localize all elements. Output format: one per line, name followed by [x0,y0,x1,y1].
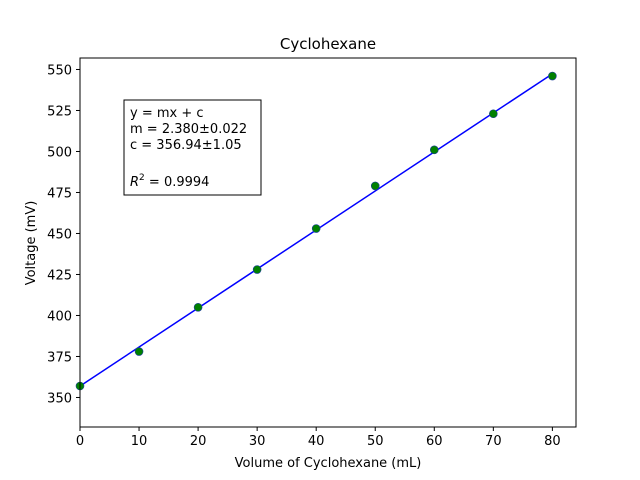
fit-annotation: y = mx + c m = 2.380±0.022 c = 356.94±1.… [123,99,262,196]
data-point [548,71,557,81]
x-tick-label: 20 [190,434,207,449]
data-point [134,347,144,356]
data-point [193,302,203,312]
annotation-box [123,99,262,196]
annotation-intercept: c = 356.94±1.05 [130,138,242,153]
data-point [370,181,380,191]
y-tick-label: 425 [47,268,72,283]
y-tick-label: 500 [47,145,72,160]
data-point [252,265,262,274]
data-point [489,109,498,119]
y-tick-label: 400 [47,309,72,324]
x-tick-label: 40 [308,434,325,449]
y-tick-label: 450 [47,227,72,242]
x-tick-label: 10 [131,434,148,449]
annotation-r-squared: R2 = 0.9994 [130,173,209,190]
x-tick-label: 30 [249,434,266,449]
plot-area [75,71,557,391]
y-tick-label: 350 [47,391,72,406]
y-tick-label: 525 [47,104,72,119]
annotation-equation: y = mx + c [130,106,204,121]
chart-title: Cyclohexane [280,35,376,53]
data-point [311,224,321,233]
x-tick-label: 0 [76,434,84,449]
x-axis-label: Volume of Cyclohexane (mL) [235,456,422,471]
x-tick-label: 60 [426,434,443,449]
x-tick-label: 50 [367,434,384,449]
axis-ticks: 0 10 20 30 40 50 60 70 80 350 375 400 425 450 475 500 52… [47,63,560,449]
x-tick-label: 70 [485,434,502,449]
y-tick-label: 475 [47,186,72,201]
data-point [429,145,439,155]
y-tick-label: 550 [47,63,72,78]
axes-frame [79,57,577,428]
x-tick-label: 80 [544,434,561,449]
y-tick-label: 375 [47,350,72,365]
y-axis-label: Voltage (mV) [24,201,39,286]
annotation-slope: m = 2.380±0.022 [130,122,247,137]
